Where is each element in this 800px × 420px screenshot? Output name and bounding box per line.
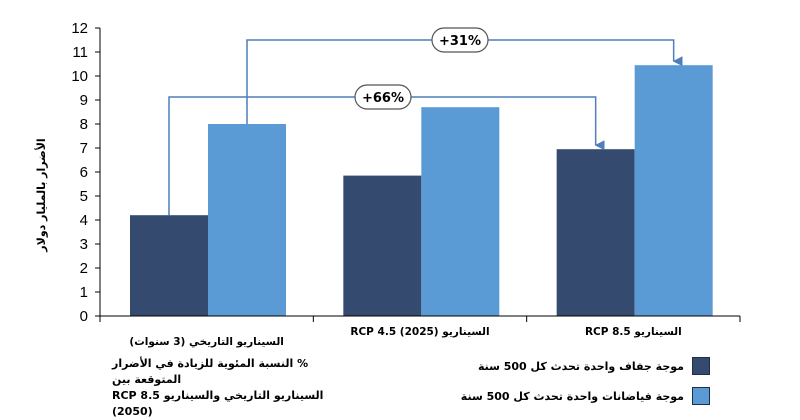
legend: موجة جفاف واحدة تحدث كل 500 سنة موجة فيا…: [461, 356, 710, 416]
arrows: +66% +31%: [168, 27, 683, 216]
category-label: السيناريو RCP 8.5: [585, 326, 682, 338]
axes: [99, 28, 741, 322]
y-tick-label: 4: [80, 212, 88, 229]
footnote: % النسبة المئوية للزيادة في الأضرار المت…: [112, 356, 352, 420]
bar-drought-0: [130, 215, 208, 316]
y-tick-label: 1: [80, 284, 88, 301]
bar-drought-1: [343, 175, 422, 316]
bar-drought-2: [556, 149, 635, 316]
y-tick-label: 2: [80, 260, 88, 277]
y-tick-label: 9: [80, 92, 88, 109]
y-tick-label: 11: [72, 44, 88, 61]
annotation-badge-0: [354, 84, 412, 110]
category-labels: السيناريو التاريخي (3 سنوات) السيناريو RC…: [129, 326, 681, 348]
bars: [130, 65, 713, 316]
y-tick-label: 12: [71, 20, 88, 37]
footnote-line-2: السيناريو التاريخي والسيناريو RCP 8.5 (2…: [112, 389, 324, 418]
bar-flood-1: [421, 107, 500, 316]
y-tick-label: 3: [80, 236, 88, 253]
legend-label-flood: موجة فياضانات واحدة تحدث كل 500 سنة: [460, 389, 684, 403]
legend-label-drought: موجة جفاف واحدة تحدث كل 500 سنة: [477, 359, 684, 373]
y-tick-label: 8: [80, 116, 88, 133]
footnote-line-1: % النسبة المئوية للزيادة في الأضرار المت…: [112, 357, 309, 386]
y-axis-label: الأضرار بالمليار دولار: [34, 138, 48, 252]
y-tick-label: 10: [71, 68, 88, 85]
y-tick-label: 6: [80, 164, 88, 181]
y-tick-label: 7: [80, 140, 88, 157]
legend-item-flood: موجة فياضانات واحدة تحدث كل 500 سنة: [461, 386, 710, 406]
y-tick-label: 5: [80, 188, 88, 205]
annotation-badge-1: [431, 27, 489, 53]
category-label: السيناريو RCP 4.5 (2025): [350, 326, 489, 338]
legend-item-drought: موجة جفاف واحدة تحدث كل 500 سنة: [470, 356, 710, 376]
annotation-label-1: +31%: [439, 34, 481, 49]
legend-swatch-flood: [692, 387, 710, 405]
legend-swatch-drought: [692, 357, 710, 375]
annotation-label-0: +66%: [362, 91, 404, 106]
bar-flood-0: [208, 124, 286, 316]
bar-flood-2: [634, 65, 713, 316]
category-label: السيناريو التاريخي (3 سنوات): [129, 336, 284, 348]
y-tick-label: 0: [80, 308, 88, 325]
